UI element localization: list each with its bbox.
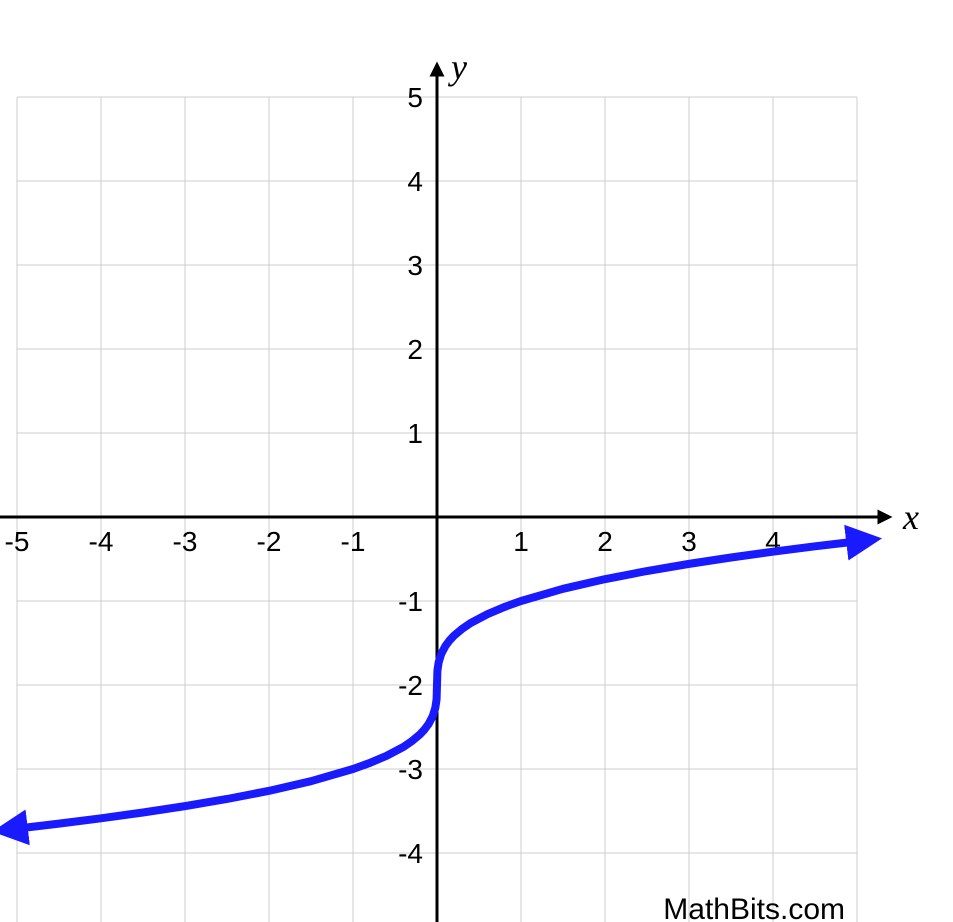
chart-container: -5-4-3-2-11234-5-4-3-2-112345xyMathBits.… xyxy=(0,0,953,922)
x-tick-label: -2 xyxy=(257,526,282,557)
y-tick-label: 2 xyxy=(407,334,423,365)
y-tick-label: 5 xyxy=(407,82,423,113)
x-tick-label: -5 xyxy=(5,526,30,557)
y-axis-label: y xyxy=(448,47,467,87)
y-tick-label: -1 xyxy=(398,586,423,617)
y-tick-label: 3 xyxy=(407,250,423,281)
cube-root-chart: -5-4-3-2-11234-5-4-3-2-112345xyMathBits.… xyxy=(0,0,953,922)
watermark-text: MathBits.com xyxy=(663,893,845,922)
x-tick-label: -4 xyxy=(89,526,114,557)
x-tick-label: 3 xyxy=(681,526,697,557)
x-tick-label: -1 xyxy=(341,526,366,557)
y-tick-label: -4 xyxy=(398,838,423,869)
y-tick-label: 1 xyxy=(407,418,423,449)
y-tick-label: -2 xyxy=(398,670,423,701)
y-tick-label: -3 xyxy=(398,754,423,785)
x-tick-label: 1 xyxy=(513,526,529,557)
y-tick-label: 4 xyxy=(407,166,423,197)
x-tick-label: -3 xyxy=(173,526,198,557)
chart-background xyxy=(0,0,953,922)
x-tick-label: 2 xyxy=(597,526,613,557)
x-axis-label: x xyxy=(902,497,919,537)
